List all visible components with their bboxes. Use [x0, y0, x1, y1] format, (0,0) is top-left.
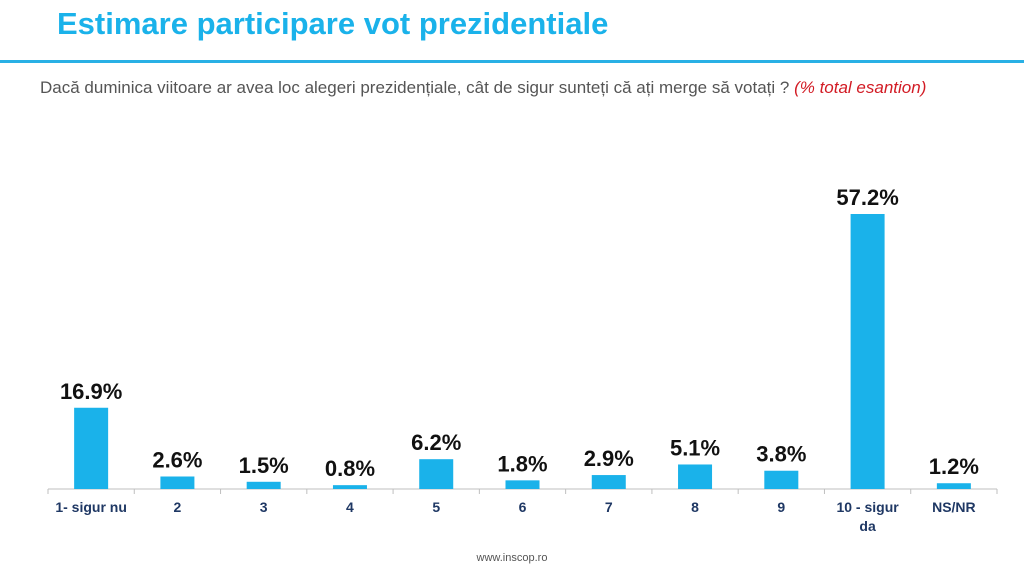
title-divider — [0, 60, 1024, 63]
category-label: 8 — [691, 499, 699, 515]
data-label: 6.2% — [411, 430, 461, 455]
data-label: 1.5% — [239, 453, 289, 478]
category-label: 10 - sigur da — [836, 499, 899, 534]
category-label: 1- sigur nu — [55, 499, 127, 515]
survey-question: Dacă duminica viitoare ar avea loc alege… — [40, 69, 1000, 107]
data-label: 0.8% — [325, 456, 375, 481]
bar — [332, 485, 367, 489]
bar — [850, 214, 885, 489]
category-label: 3 — [260, 499, 268, 515]
category-label: 5 — [432, 499, 440, 515]
bar — [678, 464, 713, 489]
data-label: 5.1% — [670, 435, 720, 460]
category-label: 7 — [605, 499, 613, 515]
question-text: Dacă duminica viitoare ar avea loc alege… — [40, 78, 790, 97]
question-note: (% total esantion) — [794, 78, 927, 97]
bar — [591, 475, 626, 489]
category-label: 2 — [174, 499, 182, 515]
category-label: 4 — [346, 499, 354, 515]
footer-source: www.inscop.ro — [476, 552, 548, 564]
bar — [419, 459, 454, 489]
category-label: 9 — [777, 499, 785, 515]
bar — [160, 476, 195, 489]
data-label: 1.8% — [497, 451, 547, 476]
data-label: 57.2% — [836, 185, 898, 210]
data-label: 2.6% — [152, 448, 202, 473]
data-label: 1.2% — [929, 454, 979, 479]
category-label: 6 — [519, 499, 527, 515]
page-title: Estimare participare vot prezidentiale — [57, 6, 609, 41]
bar — [936, 483, 971, 489]
data-label: 2.9% — [584, 446, 634, 471]
bar — [764, 470, 799, 489]
data-label: 3.8% — [756, 442, 806, 467]
category-label: NS/NR — [932, 499, 976, 515]
data-label: 16.9% — [60, 379, 122, 404]
bar — [246, 481, 281, 489]
bar — [74, 407, 109, 489]
bar — [505, 480, 540, 489]
